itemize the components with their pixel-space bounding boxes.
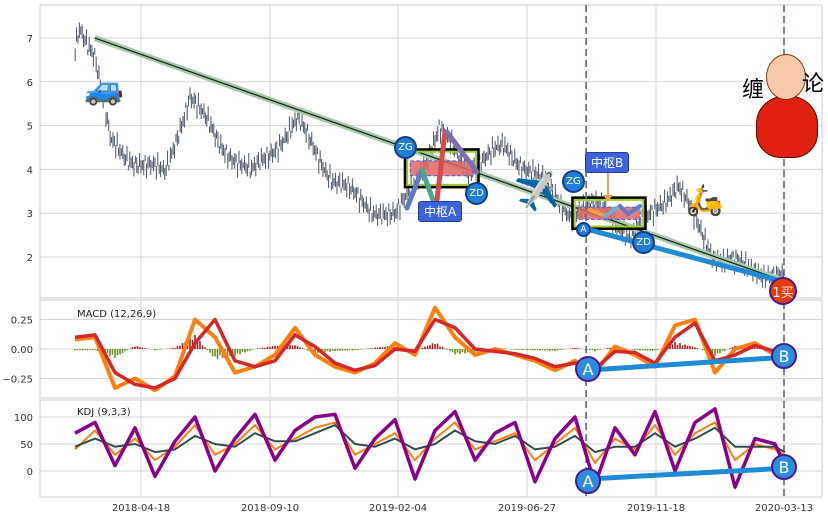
x-tick-label: 2019-02-04: [369, 503, 427, 514]
x-tick-label: 2019-06-27: [498, 503, 556, 514]
kdj-d-line: [74, 424, 786, 454]
bi-stroke: [404, 167, 425, 211]
car-icon: 🚙: [84, 69, 124, 107]
kdj-a-marker: A: [575, 468, 601, 494]
x-tick-label: 2019-11-18: [627, 503, 685, 514]
zd-marker-a: ZD: [465, 182, 488, 205]
kdj-divergence-line: [585, 465, 785, 482]
x-tick-label: 2018-09-10: [241, 503, 299, 514]
macd-dif-line: [74, 305, 786, 393]
macd-y-tick-label: 0.00: [11, 345, 33, 356]
x-tick-label: 2018-04-18: [112, 503, 170, 514]
point-a-marker: A: [576, 222, 591, 237]
scooter-icon: 🛵: [686, 183, 724, 218]
bi-stroke: [588, 208, 607, 218]
zhongshu-a-label: 中枢A: [418, 201, 463, 222]
macd-divergence-line: [585, 354, 785, 373]
macd-dea-line: [74, 317, 786, 390]
y-tick-label: 2: [27, 253, 33, 264]
kdj-k-line: [74, 421, 786, 464]
macd-a-marker: A: [575, 356, 601, 382]
kdj-j-line: [74, 407, 787, 489]
airplane-icon: ✈️: [512, 169, 562, 217]
y-tick-label: 3: [27, 209, 33, 220]
kdj-b-marker: B: [771, 454, 797, 480]
x-tick-label: 2020-03-13: [755, 503, 813, 514]
divergence-line: [585, 226, 785, 285]
y-tick-label: 6: [27, 78, 33, 89]
bi-stroke: [434, 129, 448, 203]
kdj-title: KDJ (9,3,3): [77, 407, 131, 418]
kdj-y-tick-label: 100: [14, 413, 33, 424]
bi-stroke: [419, 167, 436, 203]
y-tick-label: 7: [27, 34, 33, 45]
y-tick-label: 5: [27, 122, 33, 133]
macd-title: MACD (12,26,9): [77, 309, 156, 320]
macd-b-marker: B: [771, 343, 797, 369]
zd-marker-b: ZD: [632, 231, 655, 254]
zhongshu-b-arrow: [603, 195, 613, 202]
y-tick-label: 4: [27, 165, 33, 176]
zhongshu-b-label: 中枢B: [585, 152, 630, 173]
zg-marker-a: ZG: [394, 136, 417, 159]
kdj-y-tick-label: 0: [27, 467, 33, 478]
bi-stroke: [626, 204, 642, 216]
macd-y-tick-label: −0.25: [2, 375, 33, 386]
zg-marker-b: ZG: [562, 170, 585, 193]
logo-char-2: 论: [802, 72, 825, 97]
bi-stroke: [603, 204, 622, 218]
buddha-icon: 缠 论: [742, 52, 824, 158]
macd-y-tick-label: 0.25: [11, 316, 33, 327]
logo-char-1: 缠: [742, 78, 765, 103]
bi-stroke: [444, 129, 480, 175]
buy1-marker: 1买: [769, 277, 797, 305]
kdj-y-tick-label: 50: [20, 440, 33, 451]
